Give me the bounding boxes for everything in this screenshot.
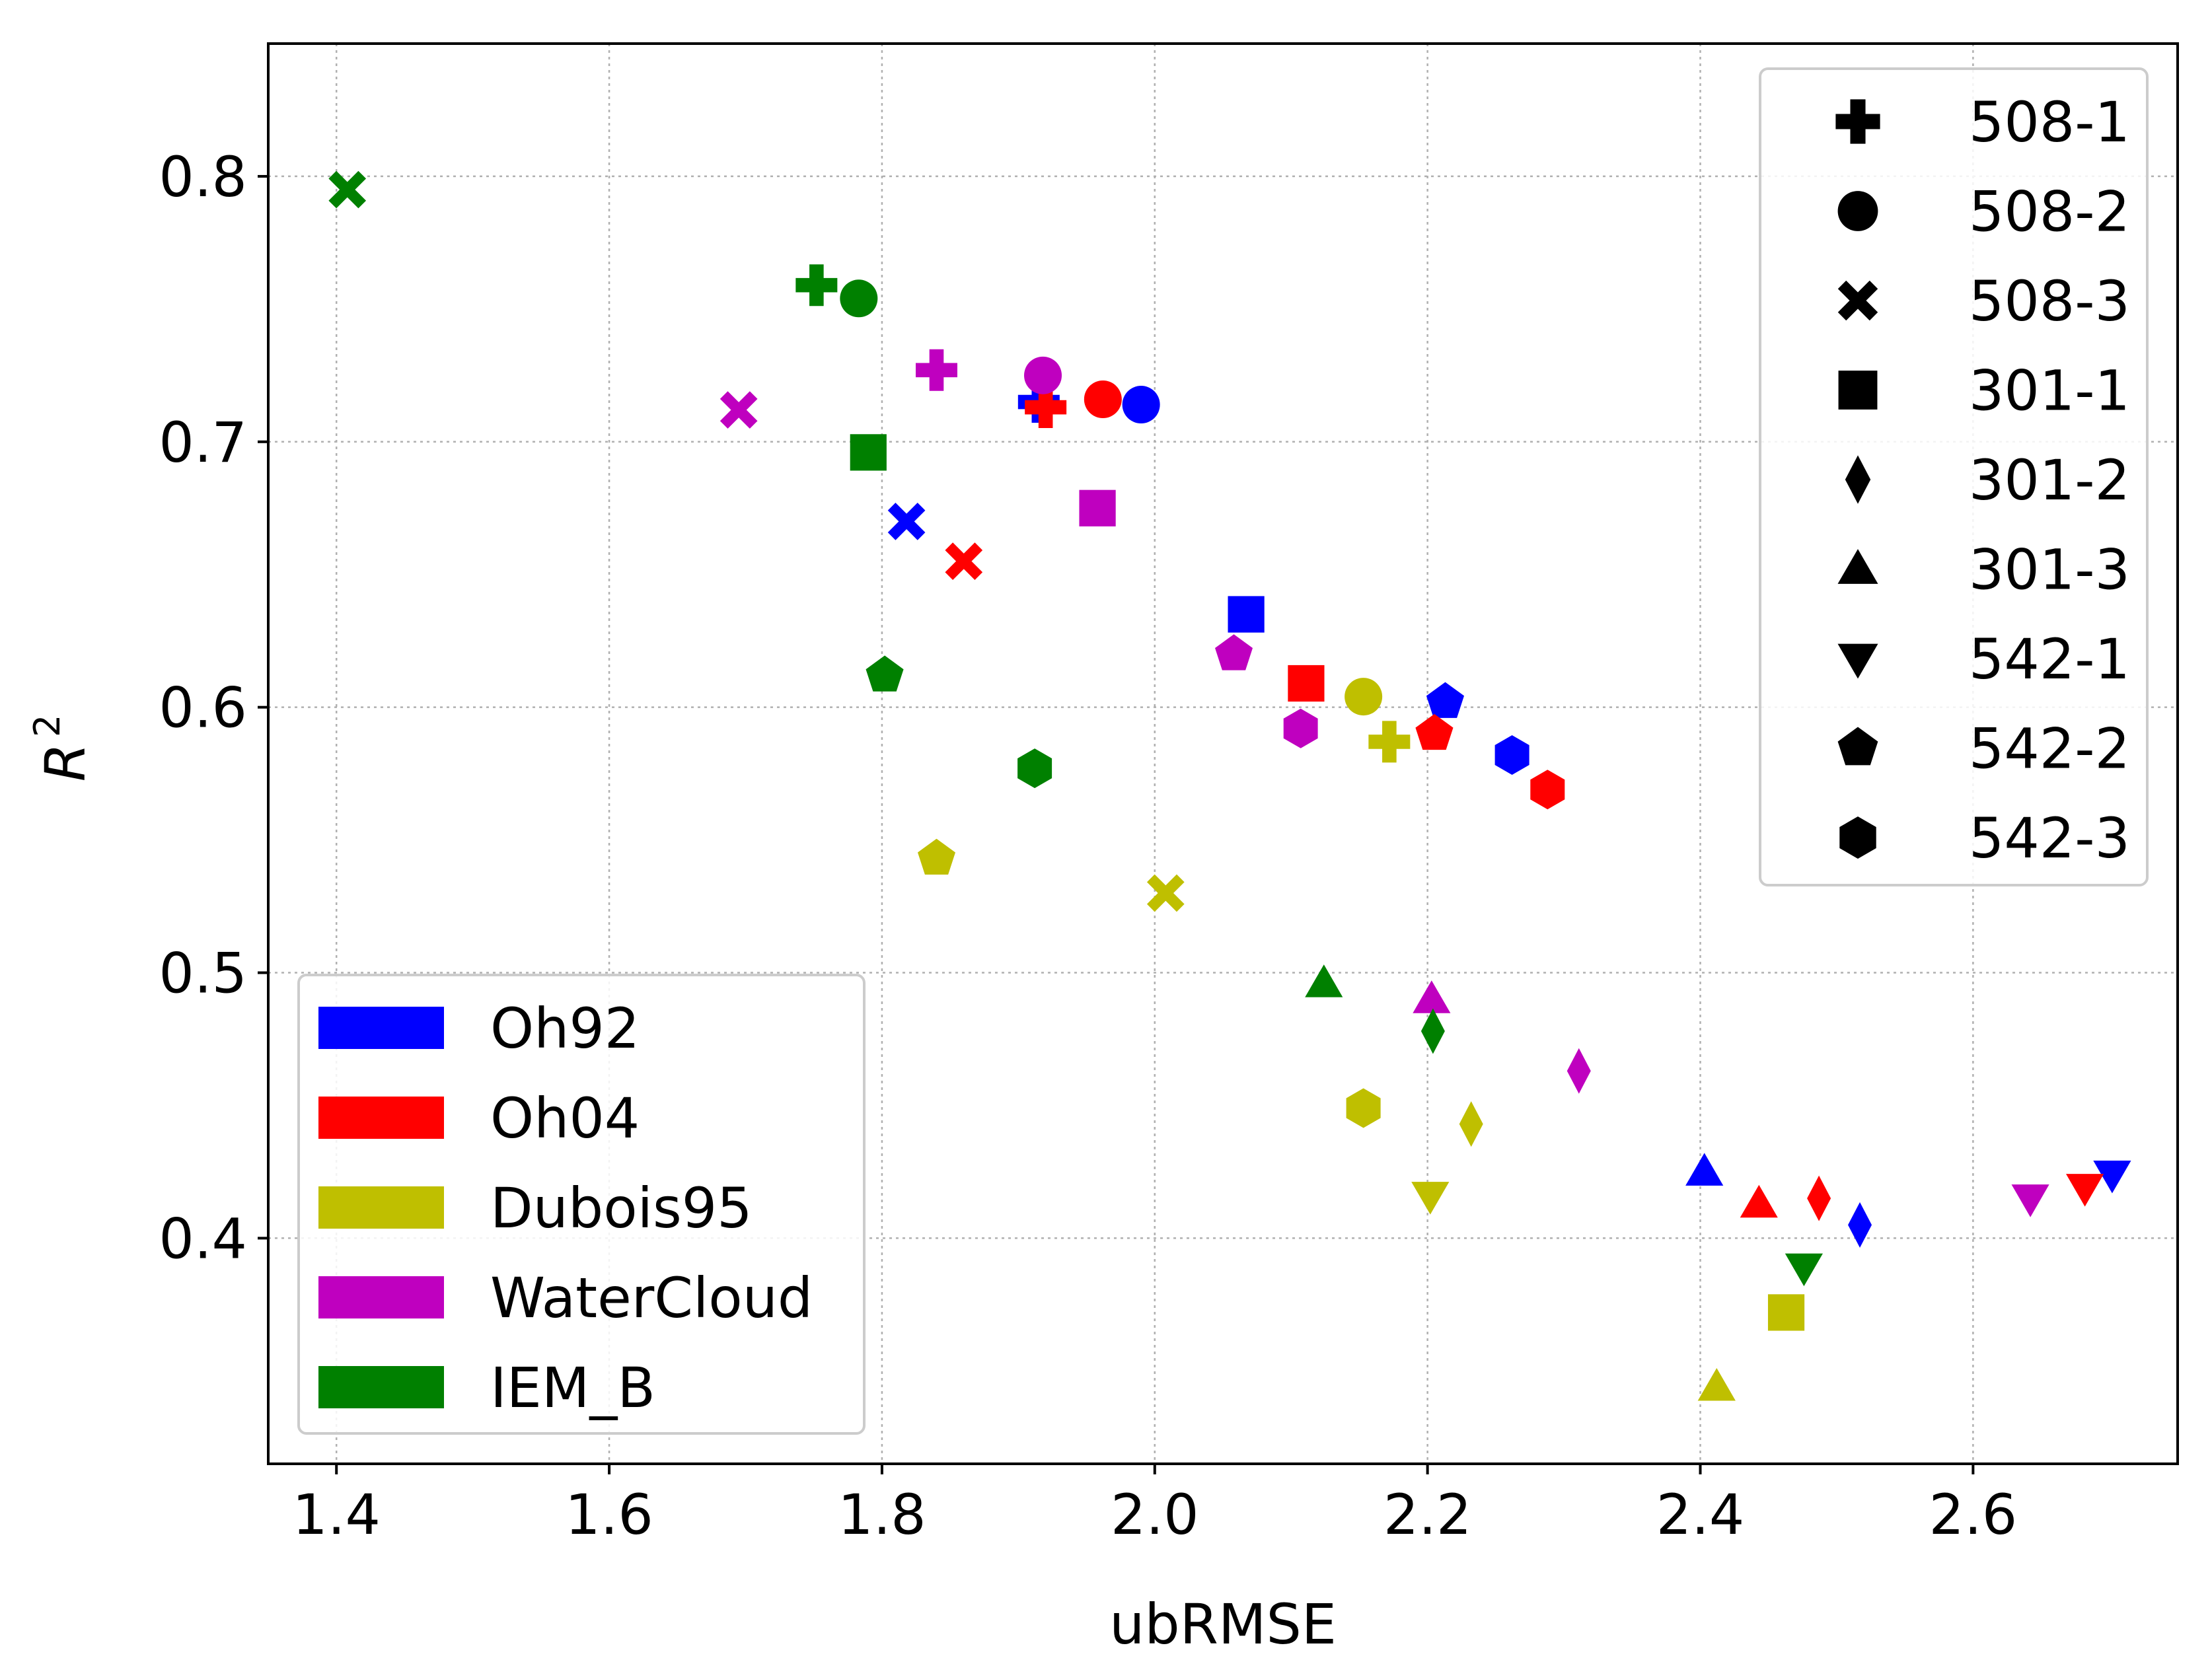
model-legend-swatch [318,1186,444,1229]
point-oh92-542-3 [1494,735,1530,775]
site-legend-label: 508-1 [1969,90,2130,155]
point-oh04-508-1 [1025,386,1067,429]
x-tick-label: 1.4 [292,1482,381,1547]
point-oh04-542-3 [1530,770,1565,810]
model-legend-label: Oh92 [490,996,640,1061]
axis-ticks: 1.4 1.6 1.8 2.0 2.2 2.4 2.6 0.4 0.5 0.6 0.7 0.8 [159,145,2017,1547]
site-legend-label: 301-2 [1969,448,2130,513]
point-dubois95-508-1 [1368,721,1411,763]
model-legend-label: Dubois95 [490,1176,753,1241]
model-legend-swatch [318,1097,444,1139]
point-iem-b-508-3 [328,170,367,209]
x-tick-label: 2.4 [1656,1482,1745,1547]
point-watercloud-508-1 [916,349,957,391]
point-oh04-542-2 [1415,713,1454,750]
point-oh92-508-3 [887,503,926,540]
point-oh04-301-2 [1807,1175,1831,1221]
point-oh92-542-1 [2093,1161,2131,1194]
point-iem-b-542-2 [866,655,904,692]
site-legend-label: 508-2 [1969,180,2130,244]
site-legend-marker [1839,816,1876,859]
model-legend-swatch [318,1366,444,1408]
point-watercloud-301-1 [1079,489,1116,526]
point-dubois95-301-2 [1459,1101,1483,1147]
site-legend-frame [1759,67,2149,886]
plot-frame [267,42,2179,1465]
point-watercloud-301-3 [1413,980,1451,1013]
model-legend-swatch [318,1276,444,1318]
point-iem-b-542-3 [1017,748,1052,789]
site-legend-marker [1837,643,1878,679]
point-oh92-542-2 [1426,682,1464,718]
model-legend-frame [297,974,866,1435]
x-tick-label: 2.2 [1383,1482,1472,1547]
site-legend-label: 508-3 [1969,269,2130,334]
point-watercloud-301-2 [1567,1048,1591,1094]
site-legend-marker [1837,549,1878,584]
model-legend-swatch [318,1007,444,1049]
point-oh04-508-2 [1084,380,1122,419]
point-dubois95-542-2 [918,838,955,875]
point-watercloud-508-3 [719,391,758,429]
site-legend-label: 542-3 [1969,806,2130,871]
y-tick-label: 0.4 [159,1206,247,1271]
model-legend-label: Oh04 [490,1086,640,1151]
point-dubois95-301-3 [1697,1368,1736,1401]
point-oh04-542-1 [2066,1174,2104,1207]
site-legend-marker [1837,191,1878,231]
site-legend-marker [1838,371,1878,410]
site-legend-label: 301-3 [1969,538,2130,602]
point-oh92-301-3 [1685,1153,1724,1186]
y-axis-label-main: R [33,743,98,781]
site-legend-label: 542-2 [1969,717,2130,781]
point-iem-b-542-1 [1785,1253,1823,1287]
site-legend: 508-1 508-2 508-3 301-1 301-2 301-3 542-1 542-2… [1759,67,2149,886]
point-dubois95-508-2 [1345,678,1383,716]
x-tick-label: 1.6 [565,1482,653,1547]
y-tick-label: 0.6 [159,676,247,740]
point-oh92-301-2 [1848,1202,1872,1248]
y-tick-label: 0.8 [159,145,247,209]
y-axis-label: R 2 [26,715,98,782]
point-oh04-301-3 [1740,1184,1778,1218]
site-legend-label: 542-1 [1969,627,2130,692]
point-dubois95-542-1 [1411,1182,1450,1215]
point-dubois95-301-1 [1767,1294,1805,1331]
point-watercloud-508-2 [1024,356,1062,394]
x-tick-label: 2.6 [1929,1482,2018,1547]
point-oh92-508-2 [1122,386,1160,424]
point-watercloud-542-3 [1283,708,1318,748]
y-tick-label: 0.5 [159,941,247,1006]
site-legend-marker [1835,99,1880,144]
point-dubois95-542-3 [1346,1088,1381,1128]
point-iem-b-301-2 [1420,1008,1445,1054]
point-iem-b-301-1 [850,434,887,471]
point-iem-b-508-2 [840,279,878,318]
y-axis-label-superscript: 2 [26,715,68,737]
point-oh04-301-1 [1288,665,1325,702]
x-tick-label: 2.0 [1111,1482,1199,1547]
x-tick-label: 1.8 [838,1482,926,1547]
x-axis-label: ubRMSE [1109,1592,1337,1657]
point-oh92-301-1 [1228,596,1265,633]
point-oh04-508-3 [945,542,983,580]
y-tick-label: 0.7 [159,410,247,475]
site-legend-marker [1837,280,1878,321]
site-legend-marker [1837,727,1878,766]
data-points [328,170,2131,1401]
model-legend: Oh92 Oh04 Dubois95 WaterCloud IEM_B [297,974,866,1435]
point-watercloud-542-2 [1215,634,1253,670]
point-dubois95-508-3 [1146,874,1185,912]
site-legend-label: 301-1 [1969,359,2130,423]
point-iem-b-301-3 [1305,964,1343,997]
point-iem-b-508-1 [795,264,838,307]
site-legend-marker [1845,455,1871,504]
model-legend-label: IEM_B [490,1355,655,1420]
model-legend-label: WaterCloud [490,1266,813,1330]
point-watercloud-542-1 [2011,1184,2049,1217]
